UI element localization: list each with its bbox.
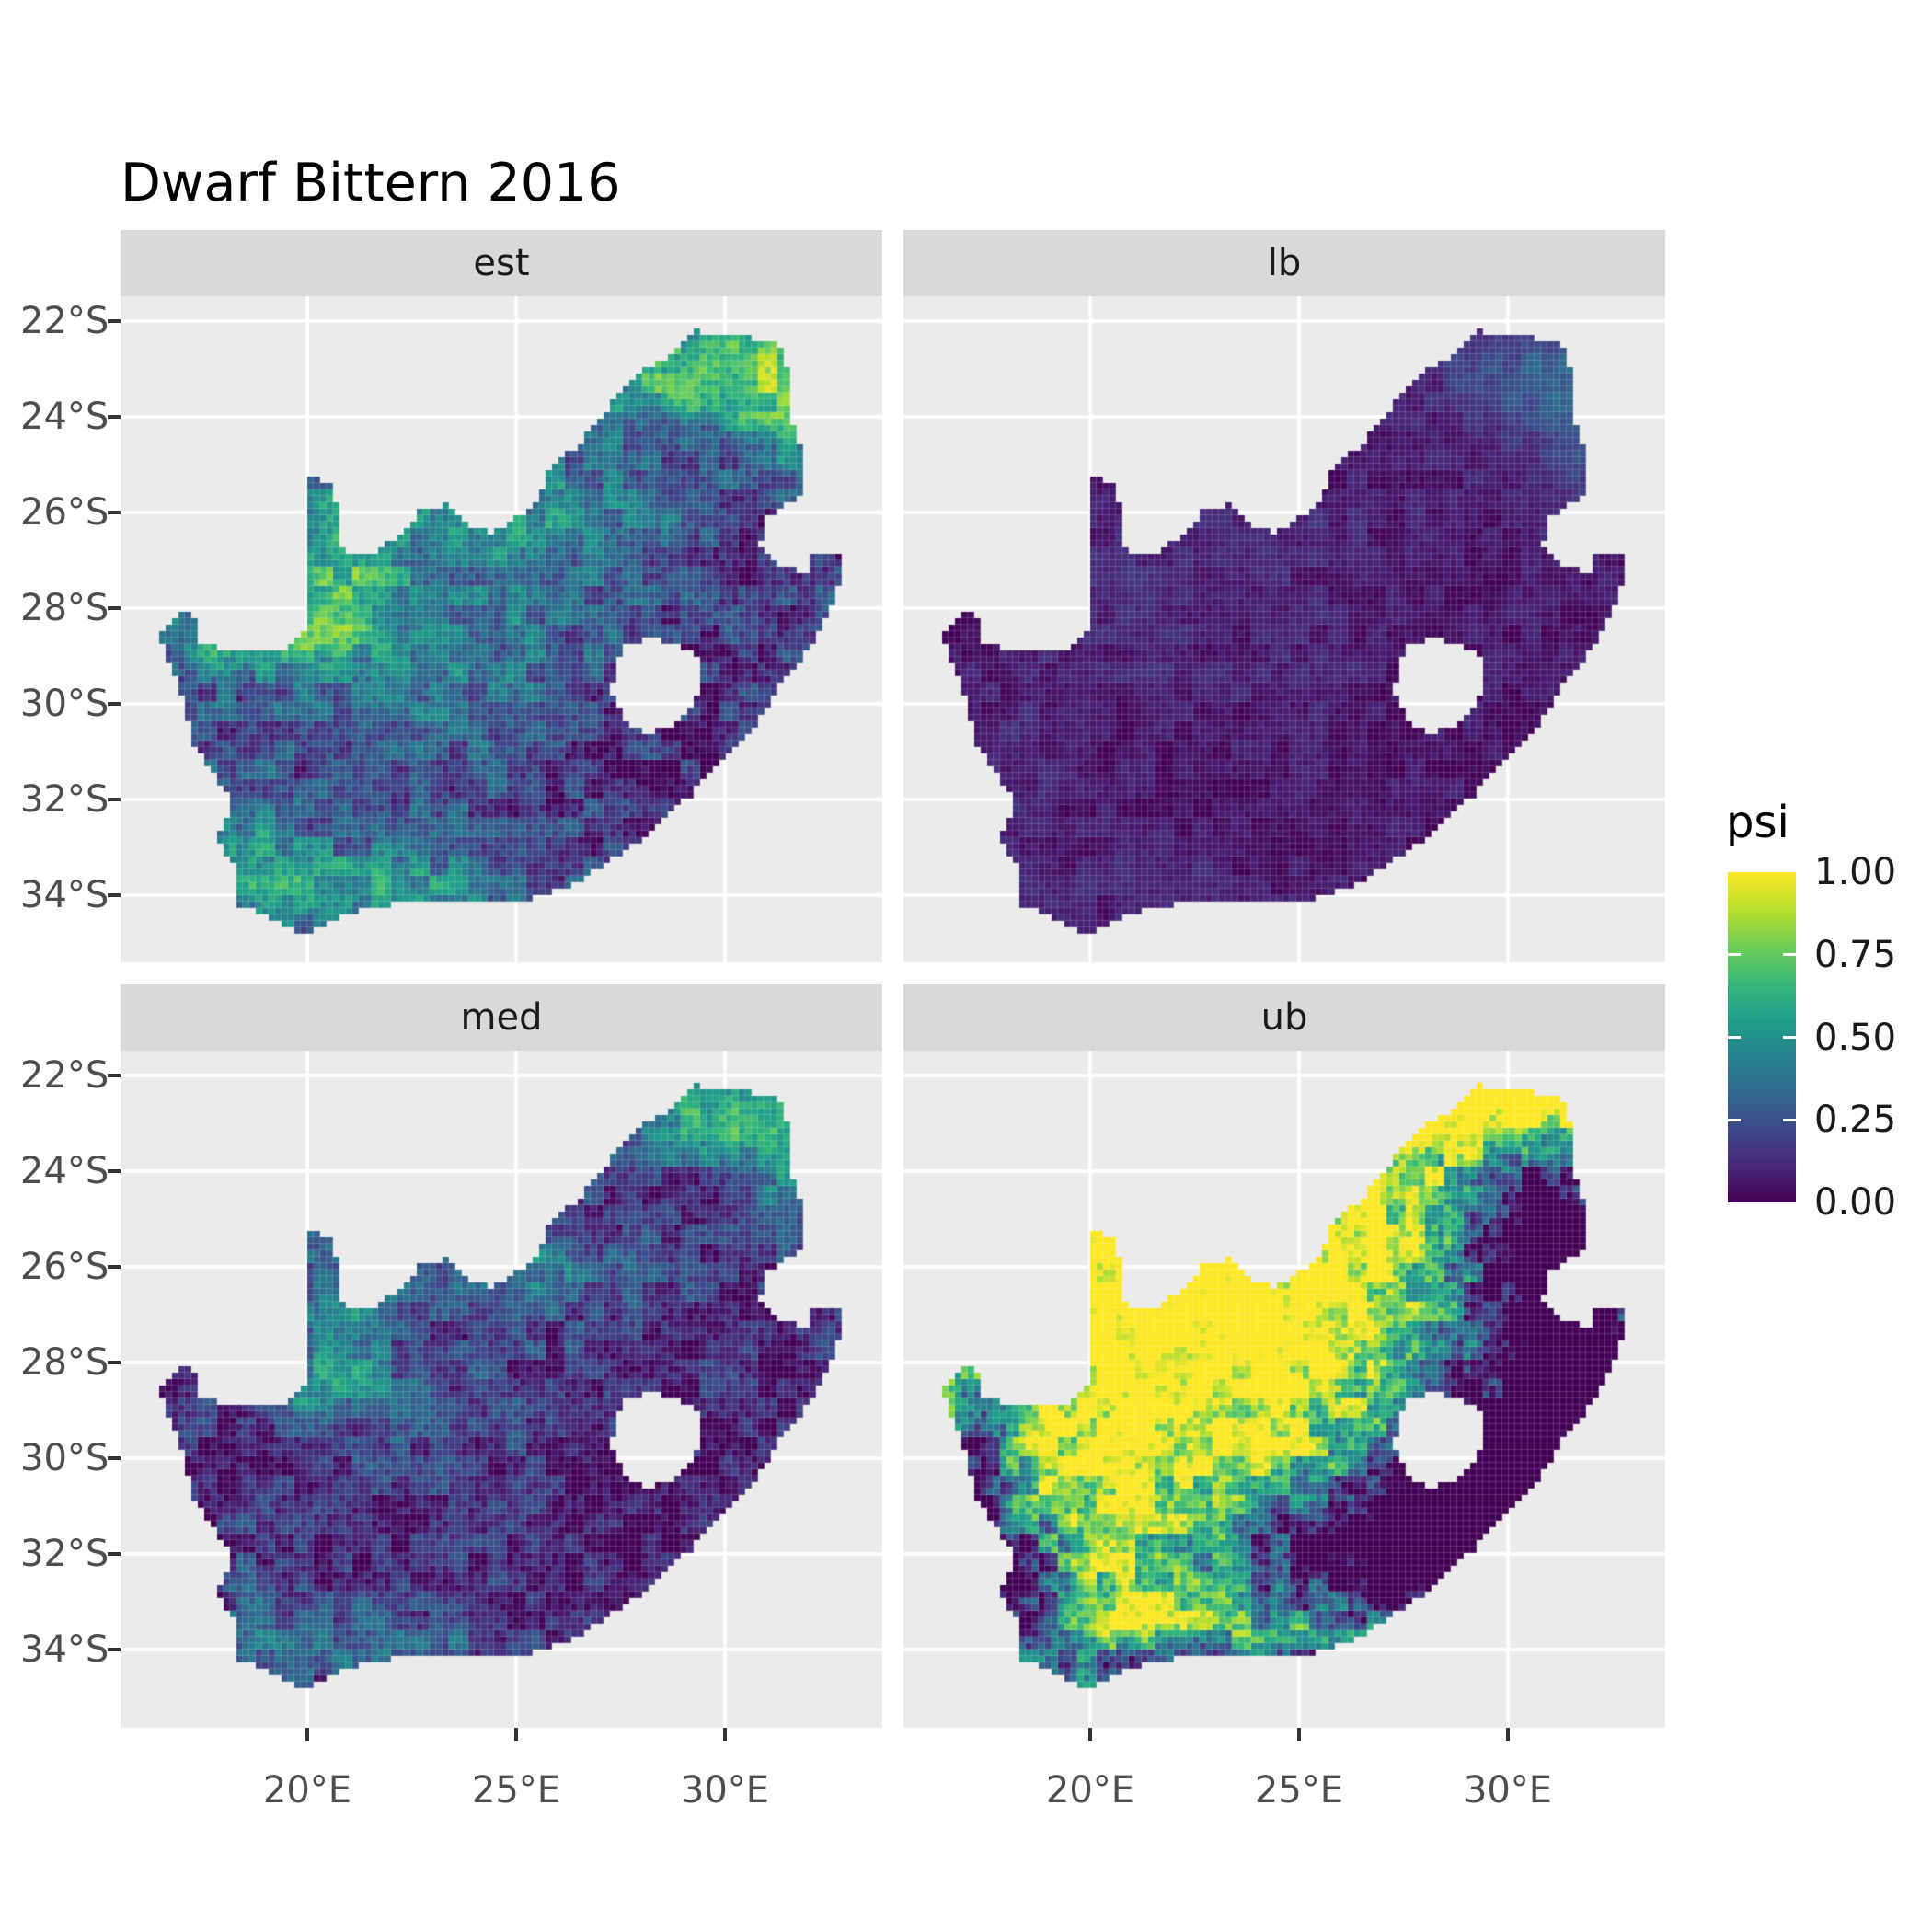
y-axis-label-32°S: 32°S bbox=[20, 778, 109, 821]
x-axis-label-30°E: 30°E bbox=[1463, 1769, 1553, 1811]
y-axis-label-34°S: 34°S bbox=[20, 1628, 109, 1671]
y-axis-label-30°S: 30°S bbox=[20, 1437, 109, 1479]
legend-label-1.00: 1.00 bbox=[1814, 851, 1897, 893]
facet-strip-label: lb bbox=[1267, 242, 1302, 284]
x-axis-label-25°E: 25°E bbox=[1254, 1769, 1344, 1811]
legend-label-0.50: 0.50 bbox=[1814, 1016, 1897, 1059]
x-tick-mark bbox=[1506, 1728, 1510, 1741]
legend-bar-tick bbox=[1728, 1118, 1741, 1121]
y-tick-mark bbox=[108, 1169, 121, 1173]
y-tick-mark bbox=[108, 893, 121, 897]
y-tick-mark bbox=[108, 1361, 121, 1364]
x-tick-mark bbox=[723, 1728, 727, 1741]
map-panel-ub bbox=[903, 1051, 1665, 1728]
x-axis-label-25°E: 25°E bbox=[471, 1769, 561, 1811]
facet-strip-lb: lb bbox=[903, 230, 1665, 296]
y-tick-mark bbox=[108, 1074, 121, 1077]
legend-bar-tick bbox=[1728, 953, 1741, 957]
map-panel-lb bbox=[903, 296, 1665, 962]
legend-bar-tick bbox=[1728, 1036, 1741, 1039]
y-axis-label-24°S: 24°S bbox=[20, 1150, 109, 1192]
legend-title: psi bbox=[1726, 797, 1789, 848]
map-panel-med bbox=[121, 1051, 882, 1728]
legend-label-0.25: 0.25 bbox=[1814, 1098, 1897, 1142]
legend-label-0.75: 0.75 bbox=[1814, 933, 1897, 976]
x-axis-label-20°E: 20°E bbox=[262, 1769, 352, 1811]
y-axis-label-30°S: 30°S bbox=[20, 683, 109, 725]
x-tick-mark bbox=[305, 1728, 309, 1741]
x-axis-label-30°E: 30°E bbox=[680, 1769, 770, 1811]
y-axis-label-24°S: 24°S bbox=[20, 396, 109, 438]
legend-label-0.00: 0.00 bbox=[1814, 1181, 1897, 1224]
x-tick-mark bbox=[1088, 1728, 1092, 1741]
y-axis-label-26°S: 26°S bbox=[20, 1246, 109, 1288]
x-tick-mark bbox=[1297, 1728, 1301, 1741]
y-axis-label-22°S: 22°S bbox=[20, 300, 109, 342]
y-axis-label-34°S: 34°S bbox=[20, 874, 109, 916]
y-tick-mark bbox=[108, 319, 121, 323]
legend-bar-tick bbox=[1783, 953, 1796, 957]
facet-strip-ub: ub bbox=[903, 984, 1665, 1051]
x-axis-label-20°E: 20°E bbox=[1045, 1769, 1135, 1811]
x-tick-mark bbox=[514, 1728, 518, 1741]
facet-strip-label: med bbox=[460, 996, 543, 1039]
y-tick-mark bbox=[108, 415, 121, 419]
y-tick-mark bbox=[108, 1648, 121, 1651]
y-axis-label-26°S: 26°S bbox=[20, 491, 109, 534]
y-tick-mark bbox=[108, 606, 121, 610]
y-tick-mark bbox=[108, 1265, 121, 1269]
y-tick-mark bbox=[108, 702, 121, 706]
legend-psi: psi 1.00 0.75 0.50 0.25 0.00 bbox=[1719, 797, 1930, 1257]
y-axis-label-28°S: 28°S bbox=[20, 1341, 109, 1384]
y-tick-mark bbox=[108, 1456, 121, 1460]
y-axis-label-32°S: 32°S bbox=[20, 1533, 109, 1575]
facet-strip-label: est bbox=[473, 242, 530, 284]
map-panel-est bbox=[121, 296, 882, 962]
facet-strip-med: med bbox=[121, 984, 882, 1051]
y-axis-label-22°S: 22°S bbox=[20, 1054, 109, 1097]
legend-bar-tick bbox=[1783, 1036, 1796, 1039]
y-tick-mark bbox=[108, 511, 121, 514]
y-tick-mark bbox=[108, 1552, 121, 1556]
y-axis-label-28°S: 28°S bbox=[20, 587, 109, 629]
legend-bar-tick bbox=[1783, 1118, 1796, 1121]
facet-strip-est: est bbox=[121, 230, 882, 296]
y-tick-mark bbox=[108, 798, 121, 801]
facet-strip-label: ub bbox=[1260, 996, 1308, 1039]
plot-title: Dwarf Bittern 2016 bbox=[121, 153, 621, 213]
